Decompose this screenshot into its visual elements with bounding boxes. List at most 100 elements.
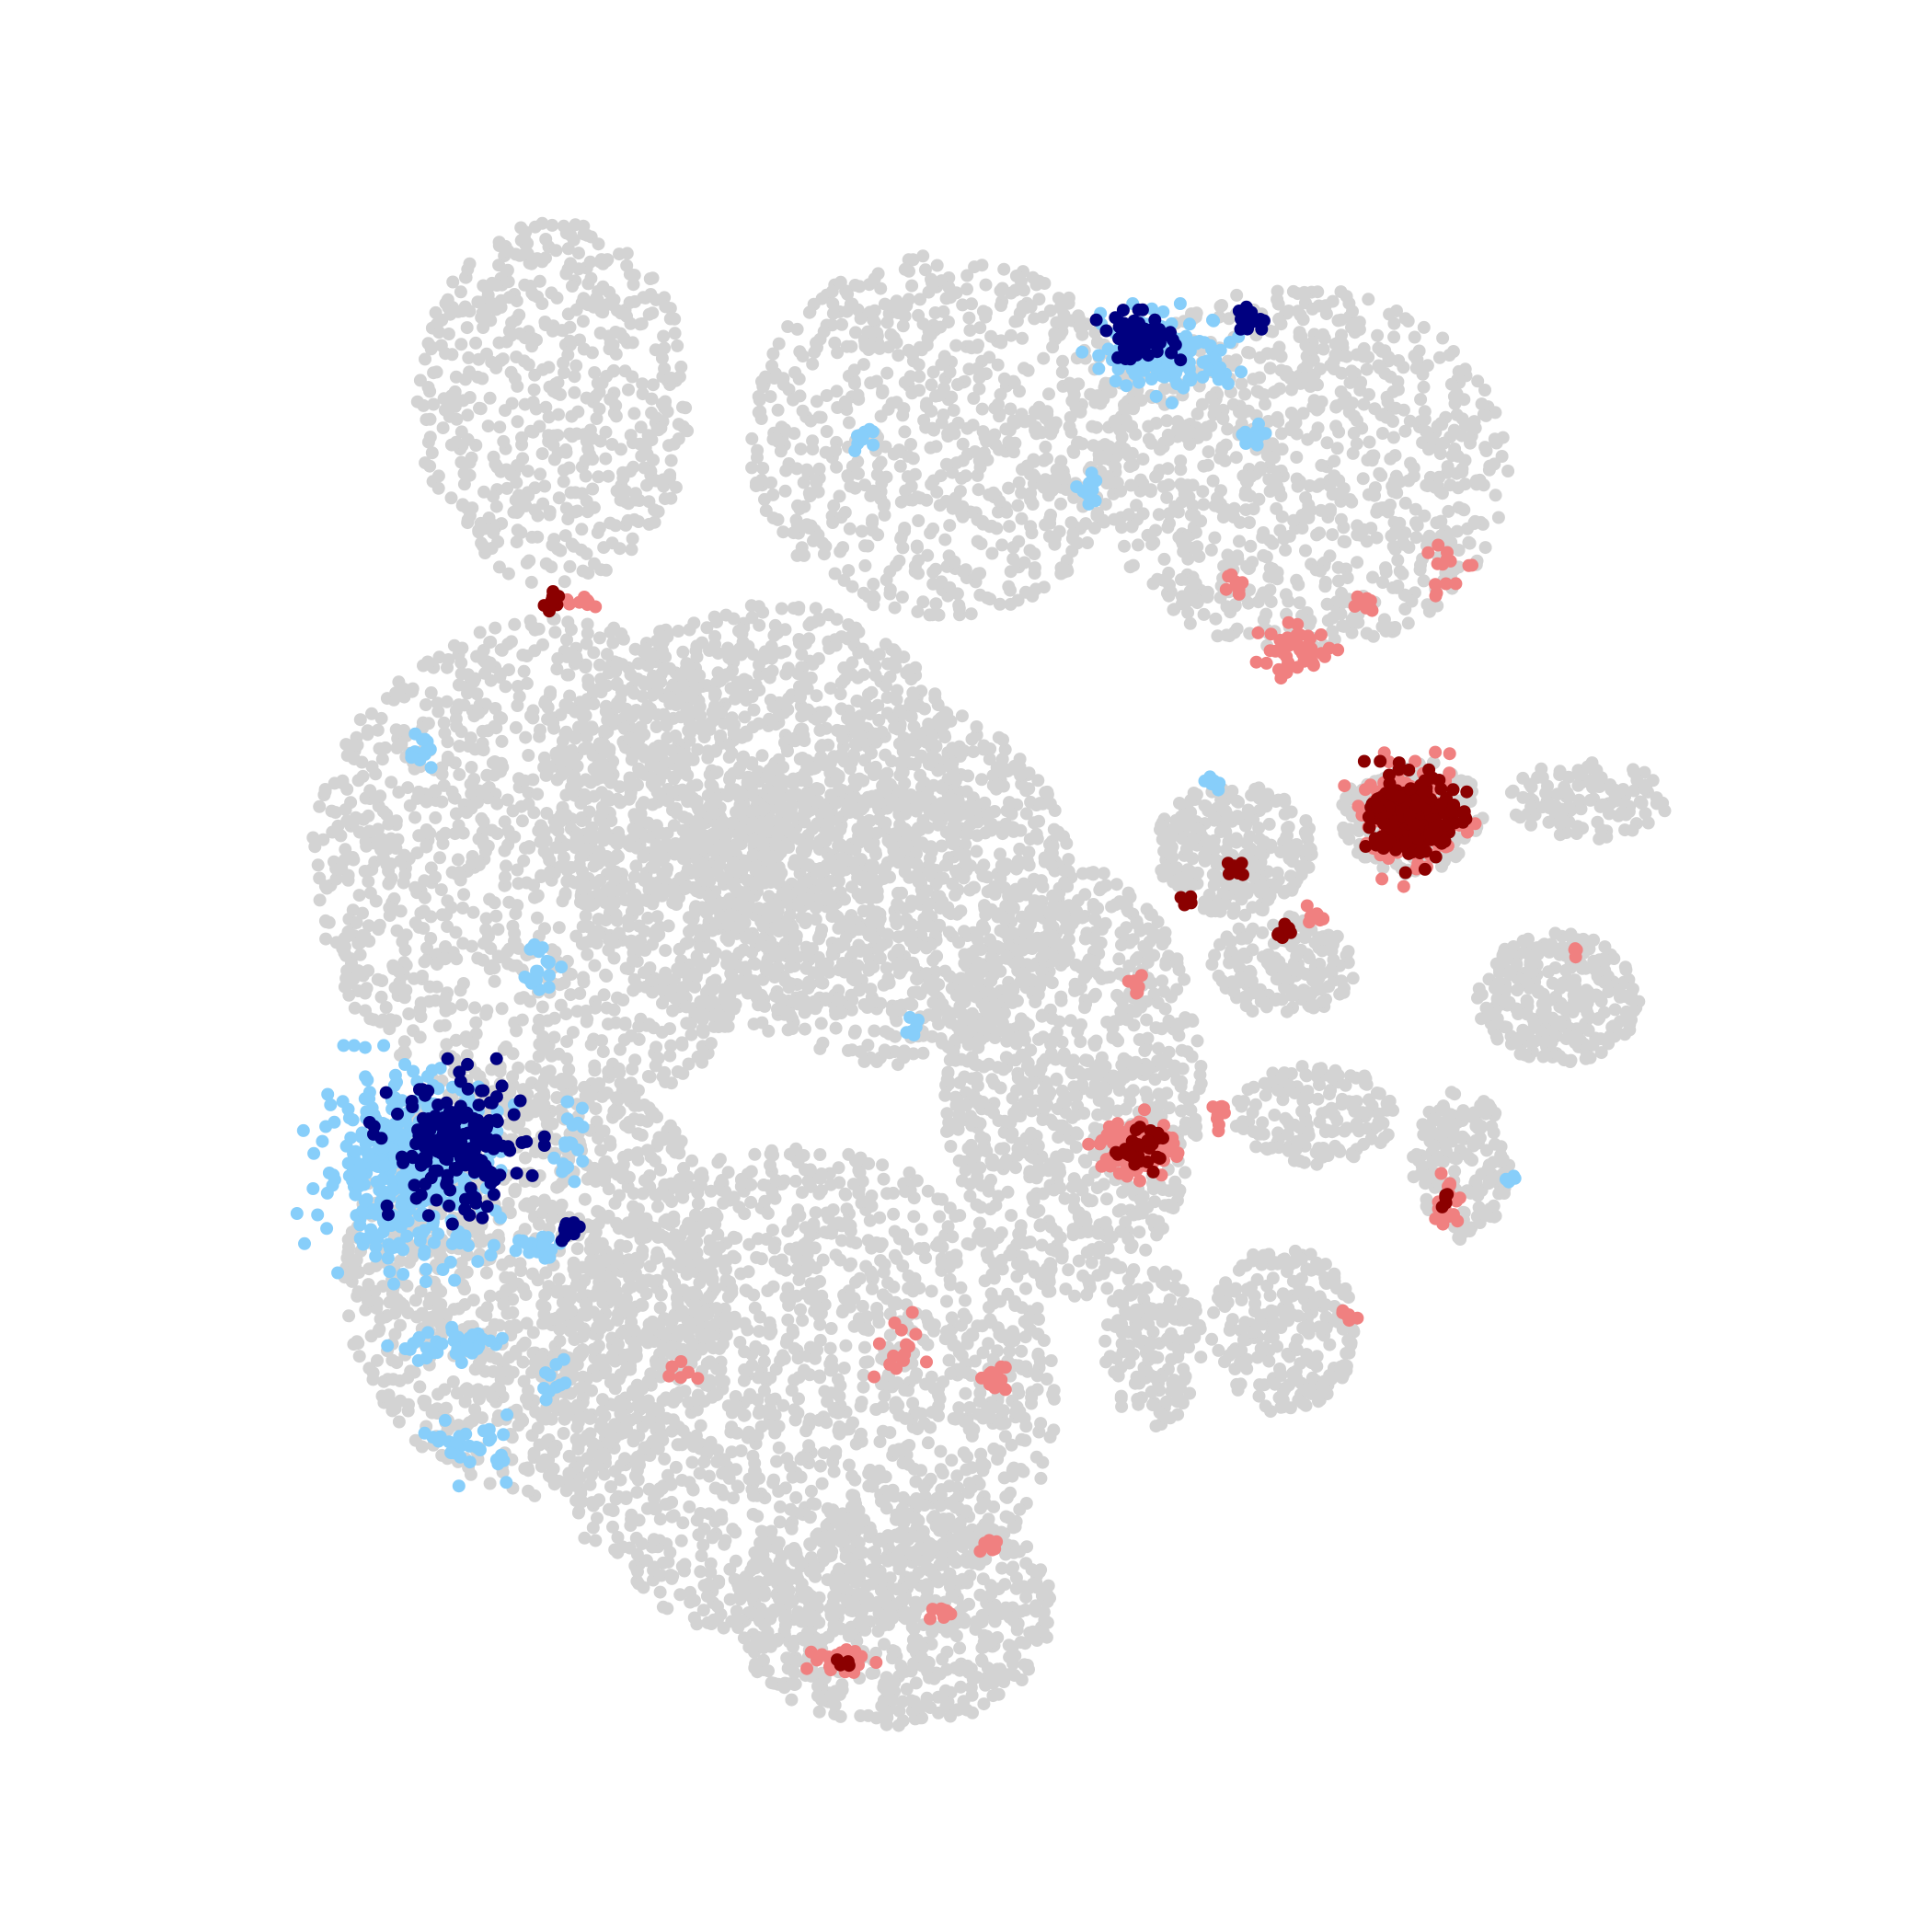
background-point: [449, 435, 463, 449]
background-point: [568, 505, 581, 519]
background-point: [994, 283, 1007, 297]
background-point: [861, 325, 875, 339]
background-point: [477, 539, 489, 553]
background-point: [484, 673, 498, 687]
background-point: [1066, 526, 1080, 540]
background-point: [1115, 521, 1129, 535]
background-point: [1452, 481, 1465, 495]
background-point: [776, 525, 790, 539]
background-point: [1241, 346, 1255, 359]
background-point: [938, 533, 952, 546]
background-point: [661, 630, 674, 643]
background-point: [651, 684, 665, 698]
background-point: [1357, 397, 1371, 411]
background-point: [429, 784, 442, 798]
background-point: [645, 392, 659, 406]
background-point: [646, 798, 660, 811]
background-point: [623, 295, 637, 309]
background-point: [347, 853, 361, 867]
background-point: [1436, 331, 1450, 345]
background-point: [351, 937, 365, 950]
background-point: [730, 982, 744, 995]
background-point: [1073, 312, 1087, 326]
background-point: [500, 481, 514, 495]
background-point: [470, 687, 484, 701]
background-point: [1422, 443, 1435, 456]
background-point: [568, 385, 581, 399]
background-point: [929, 562, 943, 576]
background-point: [973, 321, 987, 335]
background-point: [452, 678, 466, 692]
background-point: [649, 343, 662, 357]
background-point: [592, 631, 606, 645]
background-point: [607, 621, 621, 635]
background-point: [592, 857, 604, 870]
background-point: [552, 921, 566, 935]
background-point: [800, 518, 814, 532]
background-point: [385, 776, 398, 789]
background-point: [1012, 535, 1026, 548]
background-point: [914, 293, 926, 306]
background-point: [514, 221, 528, 235]
background-point: [650, 923, 663, 937]
background-point: [475, 742, 489, 756]
background-point: [550, 291, 564, 305]
background-point: [629, 673, 643, 686]
background-point: [1373, 466, 1386, 480]
background-point: [680, 880, 693, 893]
background-point: [510, 1024, 523, 1038]
background-point: [542, 361, 556, 374]
background-point: [339, 843, 352, 857]
background-point: [616, 632, 630, 646]
background-point: [629, 859, 643, 873]
background-point: [408, 880, 422, 894]
background-point: [673, 960, 687, 973]
background-point: [1275, 443, 1289, 456]
background-point: [480, 303, 494, 316]
background-point: [1183, 616, 1197, 630]
background-point: [429, 870, 442, 884]
background-point: [396, 935, 409, 949]
background-point: [431, 469, 445, 483]
background-point: [435, 830, 449, 844]
background-point: [669, 480, 683, 494]
background-point: [1136, 507, 1150, 521]
background-point: [547, 1011, 561, 1025]
background-point: [558, 366, 571, 379]
background-point: [1328, 469, 1341, 483]
background-point: [571, 776, 585, 789]
background-point: [1087, 439, 1100, 453]
background-point: [1004, 402, 1018, 416]
background-point: [374, 990, 388, 1004]
background-point: [665, 743, 679, 757]
background-point: [902, 343, 915, 357]
background-point: [540, 807, 554, 820]
background-point: [627, 954, 640, 967]
background-point: [609, 409, 623, 423]
background-point: [421, 381, 435, 394]
background-point: [544, 685, 558, 699]
background-point: [1037, 454, 1051, 467]
background-point: [431, 958, 443, 972]
background-point: [1194, 514, 1208, 528]
background-point: [1012, 476, 1026, 489]
background-point: [1310, 479, 1324, 493]
background-point: [560, 1052, 574, 1065]
background-point: [754, 412, 768, 425]
background-point: [736, 751, 750, 765]
background-point: [454, 338, 468, 351]
background-point: [638, 943, 652, 957]
background-point: [602, 1018, 615, 1031]
background-point: [806, 357, 820, 371]
background-point: [643, 1070, 657, 1084]
background-point: [1390, 581, 1404, 594]
background-point: [1204, 390, 1218, 404]
background-point: [681, 751, 695, 765]
background-point: [1152, 508, 1166, 522]
background-point: [704, 938, 718, 952]
background-point: [638, 709, 651, 723]
background-point: [577, 971, 590, 984]
background-point: [594, 891, 608, 904]
background-point: [1118, 539, 1131, 553]
background-point: [765, 639, 778, 653]
